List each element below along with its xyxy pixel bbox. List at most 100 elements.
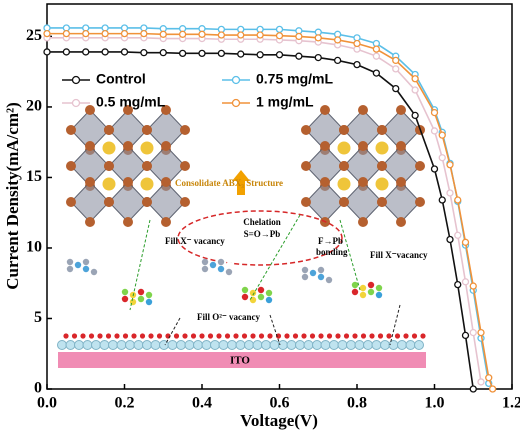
atom (369, 333, 375, 339)
molecule-atom (82, 265, 90, 273)
atom (360, 333, 367, 339)
anion (339, 197, 349, 207)
anion (123, 105, 133, 115)
data-point (392, 65, 400, 73)
data-point (295, 32, 303, 41)
anion (161, 141, 171, 151)
atom (82, 340, 93, 350)
atom (182, 333, 188, 339)
atom (258, 333, 265, 339)
atom (176, 340, 186, 350)
molecule-atom (209, 261, 217, 269)
atom (326, 333, 333, 339)
atom (150, 340, 161, 350)
data-point (438, 154, 446, 162)
data-point (275, 25, 284, 34)
atom (414, 340, 424, 350)
atom (218, 340, 229, 350)
data-point (43, 29, 51, 38)
y-tick-label: 5 (34, 309, 42, 326)
molecule-atom (351, 288, 359, 296)
molecule-atom (359, 291, 367, 299)
atom (371, 340, 382, 350)
atom (286, 340, 297, 350)
data-point (159, 30, 167, 38)
atom (309, 333, 316, 339)
atom (335, 333, 341, 339)
anion (66, 161, 76, 171)
cation (140, 177, 154, 191)
arrow (232, 170, 250, 195)
data-point (372, 45, 381, 53)
data-point (275, 51, 284, 59)
data-point (372, 52, 381, 60)
anion (320, 141, 330, 151)
molecule-atom (367, 288, 375, 296)
data-point (314, 53, 322, 62)
anion (358, 141, 368, 151)
annotation: F→Pb (318, 236, 343, 246)
data-point (446, 189, 454, 197)
anion (180, 197, 190, 207)
data-point (43, 48, 51, 56)
molecule-atom (121, 288, 129, 296)
molecule-atom (225, 268, 233, 276)
atom (420, 333, 426, 339)
data-point (372, 69, 381, 77)
data-point (446, 161, 454, 169)
atom (193, 340, 203, 350)
data-point (178, 30, 187, 38)
atom (227, 340, 237, 350)
y-tick-label: 25 (26, 27, 42, 44)
anion (415, 197, 425, 207)
atom (320, 340, 331, 350)
annotation: Fill X⁻ vacancy (165, 236, 225, 246)
atom (411, 333, 418, 339)
cation (102, 177, 116, 191)
data-point (120, 48, 129, 56)
molecule-atom (66, 265, 74, 273)
data-point (101, 29, 109, 38)
atom (261, 340, 271, 350)
atom (139, 333, 146, 339)
octahedron (381, 181, 421, 223)
data-point (454, 231, 462, 239)
legend-marker (71, 98, 81, 108)
anion (320, 177, 330, 187)
data-point (392, 84, 400, 93)
atom (210, 340, 220, 350)
cation (337, 141, 351, 155)
anion (142, 197, 152, 207)
molecule-atom (301, 273, 309, 281)
atom (275, 333, 282, 339)
x-tick-label: 1.2 (502, 395, 520, 412)
cation (375, 177, 389, 191)
atom (224, 333, 231, 339)
legend-marker (231, 98, 241, 108)
anion (301, 161, 311, 171)
atom (241, 333, 248, 339)
data-point (159, 49, 167, 57)
molecule-atom (309, 269, 317, 277)
annotation: Fill O²⁻ vacancy (197, 312, 260, 322)
anion (66, 197, 76, 207)
molecules (66, 258, 383, 306)
atom (199, 333, 205, 339)
atom (380, 340, 390, 350)
data-point (477, 378, 485, 386)
cation (375, 141, 389, 155)
octahedron (70, 181, 110, 223)
anion (358, 105, 368, 115)
molecule-atom (121, 295, 129, 303)
molecule-atom (209, 268, 217, 276)
data-point (62, 29, 71, 38)
atom (131, 333, 137, 339)
data-point (178, 49, 187, 58)
data-point (392, 56, 400, 65)
atom (88, 333, 95, 339)
molecule-atom (351, 281, 359, 289)
data-point (430, 108, 439, 117)
molecule-atom (129, 298, 137, 306)
atom (235, 340, 246, 350)
